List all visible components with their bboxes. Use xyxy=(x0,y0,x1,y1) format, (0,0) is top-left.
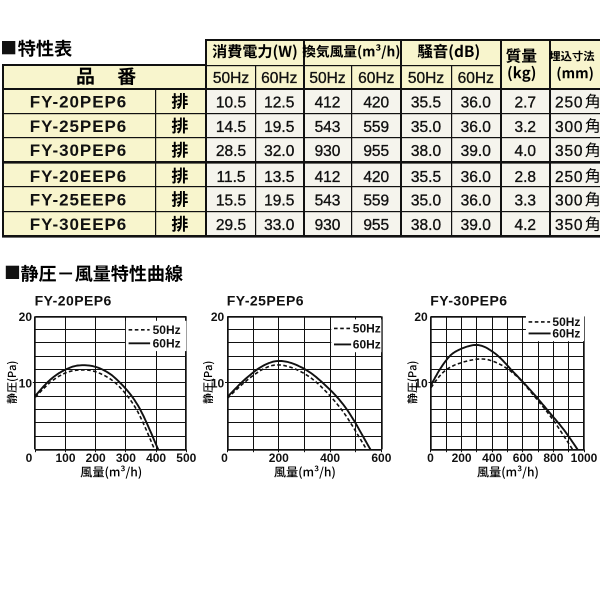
svg-text:200: 200 xyxy=(86,451,106,465)
svg-text:38.0: 38.0 xyxy=(411,217,442,234)
svg-text:35.5: 35.5 xyxy=(411,94,441,111)
svg-text:60Hz: 60Hz xyxy=(552,327,580,341)
svg-text:60Hz: 60Hz xyxy=(353,338,381,352)
svg-text:250: 250 xyxy=(555,169,583,186)
svg-text:60Hz: 60Hz xyxy=(261,70,297,87)
svg-text:FY-25EEP6: FY-25EEP6 xyxy=(30,190,127,209)
svg-text:500: 500 xyxy=(176,451,196,465)
svg-text:3.3: 3.3 xyxy=(514,192,536,209)
svg-text:19.5: 19.5 xyxy=(264,119,294,136)
svg-text:FY-25PEP6: FY-25PEP6 xyxy=(30,117,127,136)
svg-text:15.5: 15.5 xyxy=(216,192,246,209)
svg-text:1000: 1000 xyxy=(571,451,598,465)
svg-text:32.0: 32.0 xyxy=(264,143,295,160)
svg-text:420: 420 xyxy=(363,94,389,111)
svg-text:FY-20EEP6: FY-20EEP6 xyxy=(30,167,127,186)
svg-text:FY-20PEP6: FY-20PEP6 xyxy=(35,292,112,308)
svg-text:20: 20 xyxy=(414,310,428,324)
svg-text:60Hz: 60Hz xyxy=(153,337,181,351)
svg-text:FY-30PEP6: FY-30PEP6 xyxy=(30,141,127,160)
svg-text:300: 300 xyxy=(555,192,583,209)
svg-text:0: 0 xyxy=(221,451,228,465)
svg-text:60Hz: 60Hz xyxy=(458,70,494,87)
svg-text:2.7: 2.7 xyxy=(514,94,536,111)
svg-text:20: 20 xyxy=(19,310,33,324)
svg-text:600: 600 xyxy=(371,451,391,465)
svg-text:930: 930 xyxy=(315,217,341,234)
svg-text:300: 300 xyxy=(116,451,136,465)
svg-text:800: 800 xyxy=(543,451,563,465)
svg-text:11.5: 11.5 xyxy=(216,169,245,186)
svg-text:36.0: 36.0 xyxy=(461,94,492,111)
svg-text:543: 543 xyxy=(315,119,341,136)
svg-text:50Hz: 50Hz xyxy=(309,70,345,87)
svg-text:3.2: 3.2 xyxy=(514,119,536,136)
svg-text:350: 350 xyxy=(555,217,583,234)
svg-text:39.0: 39.0 xyxy=(461,143,492,160)
svg-text:400: 400 xyxy=(146,451,166,465)
svg-text:2.8: 2.8 xyxy=(514,169,536,186)
svg-text:20: 20 xyxy=(211,310,225,324)
svg-text:600: 600 xyxy=(513,451,533,465)
svg-text:420: 420 xyxy=(363,169,389,186)
svg-text:35.0: 35.0 xyxy=(411,192,442,209)
svg-text:13.5: 13.5 xyxy=(264,169,294,186)
svg-text:200: 200 xyxy=(452,451,472,465)
svg-text:10: 10 xyxy=(414,376,428,390)
svg-text:36.0: 36.0 xyxy=(461,119,492,136)
svg-text:10: 10 xyxy=(19,376,33,390)
svg-text:29.5: 29.5 xyxy=(216,217,246,234)
svg-text:412: 412 xyxy=(315,169,341,186)
svg-text:100: 100 xyxy=(55,451,75,465)
svg-text:19.5: 19.5 xyxy=(264,192,294,209)
svg-text:412: 412 xyxy=(315,94,341,111)
svg-text:60Hz: 60Hz xyxy=(358,70,394,87)
svg-text:543: 543 xyxy=(315,192,341,209)
svg-text:36.0: 36.0 xyxy=(461,169,492,186)
svg-text:559: 559 xyxy=(363,192,389,209)
svg-text:300: 300 xyxy=(555,119,583,136)
svg-text:10: 10 xyxy=(211,376,225,390)
svg-text:4.2: 4.2 xyxy=(514,217,536,234)
svg-text:50Hz: 50Hz xyxy=(153,323,181,337)
svg-text:39.0: 39.0 xyxy=(461,217,492,234)
svg-text:559: 559 xyxy=(363,119,389,136)
svg-text:955: 955 xyxy=(363,143,389,160)
svg-text:0: 0 xyxy=(427,451,434,465)
svg-text:14.5: 14.5 xyxy=(216,119,246,136)
svg-text:955: 955 xyxy=(363,217,389,234)
svg-text:38.0: 38.0 xyxy=(411,143,442,160)
svg-text:250: 250 xyxy=(555,94,583,111)
svg-text:10.5: 10.5 xyxy=(216,94,246,111)
svg-text:350: 350 xyxy=(555,143,583,160)
svg-text:930: 930 xyxy=(315,143,341,160)
svg-text:12.5: 12.5 xyxy=(264,94,294,111)
svg-text:36.0: 36.0 xyxy=(461,192,492,209)
svg-text:33.0: 33.0 xyxy=(264,217,295,234)
svg-text:400: 400 xyxy=(320,451,340,465)
svg-text:FY-20PEP6: FY-20PEP6 xyxy=(30,92,127,111)
svg-text:FY-30PEP6: FY-30PEP6 xyxy=(430,292,507,308)
svg-text:0: 0 xyxy=(26,451,33,465)
svg-text:35.0: 35.0 xyxy=(411,119,442,136)
svg-text:400: 400 xyxy=(482,451,502,465)
svg-text:35.5: 35.5 xyxy=(411,169,441,186)
svg-text:50Hz: 50Hz xyxy=(552,315,580,329)
svg-text:200: 200 xyxy=(269,451,289,465)
svg-text:FY-25PEP6: FY-25PEP6 xyxy=(227,292,304,308)
svg-text:4.0: 4.0 xyxy=(514,143,536,160)
svg-text:50Hz: 50Hz xyxy=(213,70,249,87)
svg-text:50Hz: 50Hz xyxy=(353,322,381,336)
svg-text:28.5: 28.5 xyxy=(216,143,246,160)
svg-text:FY-30EEP6: FY-30EEP6 xyxy=(30,215,127,234)
svg-text:50Hz: 50Hz xyxy=(408,70,444,87)
